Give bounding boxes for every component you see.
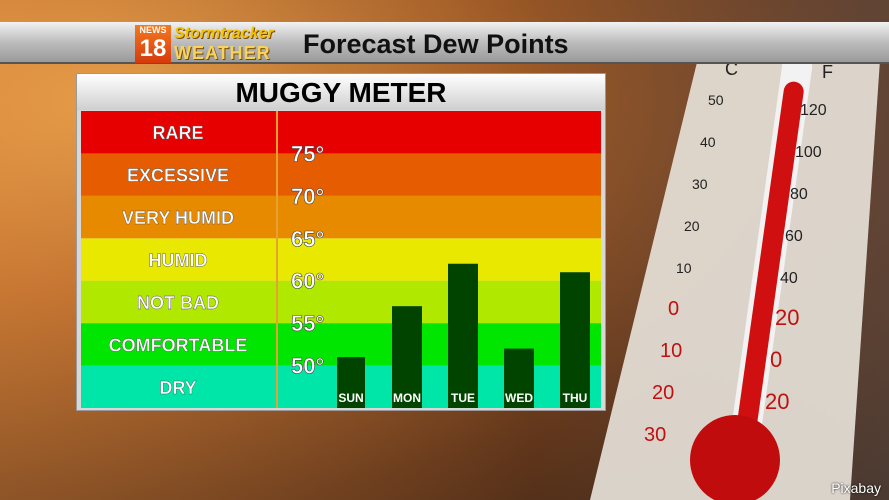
x-tick-label: SUN [338,391,363,405]
thermometer-label: 0 [668,298,679,320]
logo-number: 18 [139,35,167,62]
band-rare [81,111,601,154]
thermometer-label: 20 [775,305,799,330]
bar-tue [448,263,478,408]
logo-news: NEWS [139,25,167,35]
bar-thu [560,272,590,408]
chart-title: MUGGY METER [77,74,605,110]
thermometer-label: C [725,59,738,79]
thermometer-label: 40 [780,270,798,287]
band-label: RARE [152,123,203,143]
thermometer-label: 120 [800,102,827,119]
thermometer-label: 20 [684,218,700,234]
thermometer-label: 40 [700,134,716,150]
band-label: HUMID [149,251,208,271]
image-credit: Pixabay [831,480,881,496]
y-tick-label: 60° [291,269,324,294]
y-tick-label: 70° [291,184,324,209]
thermometer-label: 10 [676,260,692,276]
thermometer-label: 50 [708,92,724,108]
bar-wed [504,348,534,408]
band-label: VERY HUMID [122,208,234,228]
y-tick-label: 75° [291,141,324,166]
band-label: COMFORTABLE [109,335,248,355]
x-tick-label: MON [393,391,421,405]
band-excessive [81,153,601,196]
y-tick-label: 65° [291,226,324,251]
thermometer-label: 60 [785,228,803,245]
station-logo: NEWS 18 Stormtracker WEATHER [135,25,297,63]
x-tick-label: THU [563,391,588,405]
thermometer-label: 20 [765,389,789,414]
thermometer-label: 0 [770,347,782,372]
logo-stormtracker: Stormtracker [174,25,274,42]
y-tick-label: 50° [291,354,324,379]
thermometer-label: F [822,62,833,82]
band-label: NOT BAD [137,293,219,313]
thermometer-label: 100 [795,144,822,161]
bar-sun [337,357,365,408]
logo-weather: WEATHER [174,43,271,63]
thermometer-label: 30 [692,176,708,192]
band-label: DRY [159,378,196,398]
page-title: Forecast Dew Points [303,29,569,59]
band-label: EXCESSIVE [127,166,229,186]
thermometer-label: 10 [660,340,682,362]
muggy-meter-panel: MUGGY METER DRY COMFORTABLE NOT BAD HUMID VE… [76,73,606,411]
thermometer-label: 30 [644,424,666,446]
thermometer-label: 80 [790,186,808,203]
band-not-bad [81,280,601,324]
band-humid [81,238,601,281]
thermometer-label: 20 [652,382,674,404]
x-tick-label: TUE [451,391,475,405]
y-tick-label: 55° [291,311,324,336]
dew-point-chart: DRY COMFORTABLE NOT BAD HUMID VERY HUMID EXCE… [81,111,601,408]
band-very-humid [81,195,601,239]
x-tick-label: WED [505,391,533,405]
bar-mon [392,306,422,408]
